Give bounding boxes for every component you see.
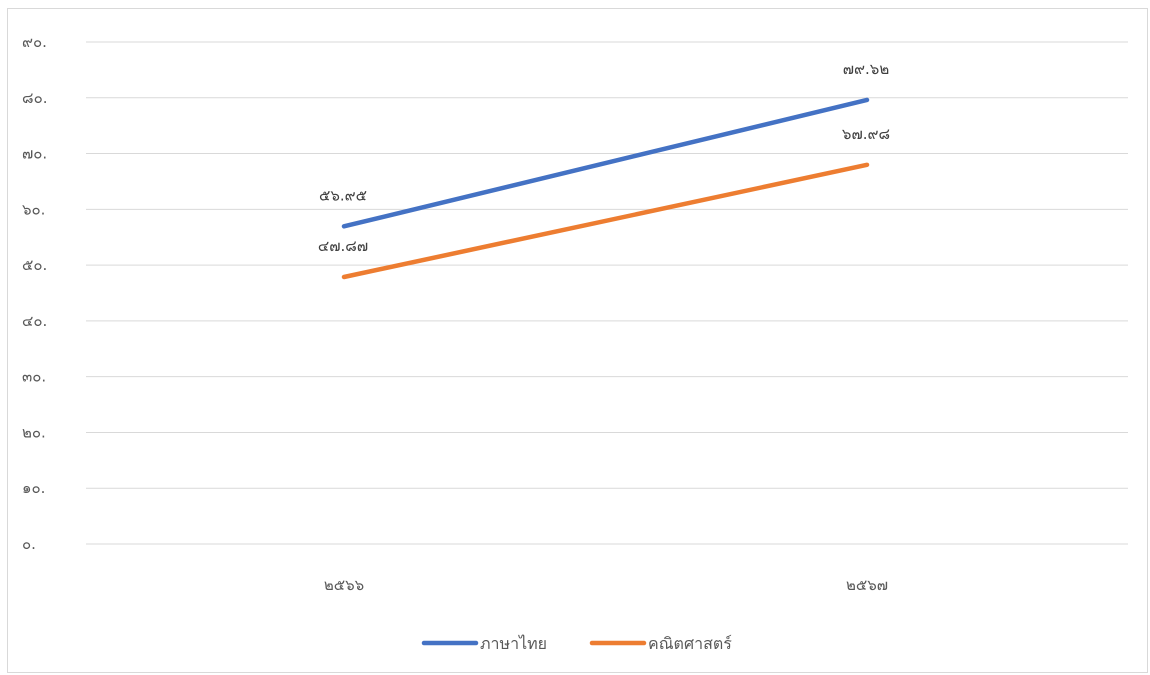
chart-frame	[7, 8, 1148, 673]
y-tick-label: ๔๐.	[22, 312, 47, 330]
legend-label: ภาษาไทย	[480, 634, 547, 653]
legend-label: คณิตศาสตร์	[648, 634, 732, 653]
series-lines	[341, 97, 870, 280]
y-tick-label: ๒๐.	[22, 423, 46, 441]
legend: ภาษาไทย คณิตศาสตร์	[421, 634, 732, 653]
x-tick-label: ๒๕๖๗	[846, 576, 888, 594]
series-line-1	[341, 162, 870, 280]
y-tick-label: ๘๐.	[22, 89, 48, 107]
data-label: ๖๗.๙๘	[842, 125, 890, 143]
y-tick-label: ๙๐.	[22, 33, 47, 51]
y-tick-label: ๗๐.	[22, 145, 47, 163]
y-tick-label: ๑๐.	[22, 479, 45, 497]
x-tick-label: ๒๕๖๖	[324, 576, 364, 594]
data-label: ๔๗.๘๗	[318, 237, 368, 255]
series-line-0	[341, 97, 870, 229]
y-tick-label: ๐.	[22, 535, 36, 553]
data-label: ๗๙.๖๒	[843, 60, 889, 78]
y-tick-label: ๖๐.	[22, 200, 45, 218]
data-label: ๕๖.๙๕	[319, 186, 367, 204]
gridlines	[86, 41, 1128, 545]
x-axis-tick-labels: ๒๕๖๖ ๒๕๖๗	[324, 576, 888, 594]
y-axis-tick-labels: ๐. ๑๐. ๒๐. ๓๐. ๔๐. ๕๐. ๖๐. ๗๐. ๘๐. ๙๐.	[22, 33, 48, 553]
y-tick-label: ๕๐.	[22, 256, 47, 274]
y-tick-label: ๓๐.	[22, 368, 46, 386]
